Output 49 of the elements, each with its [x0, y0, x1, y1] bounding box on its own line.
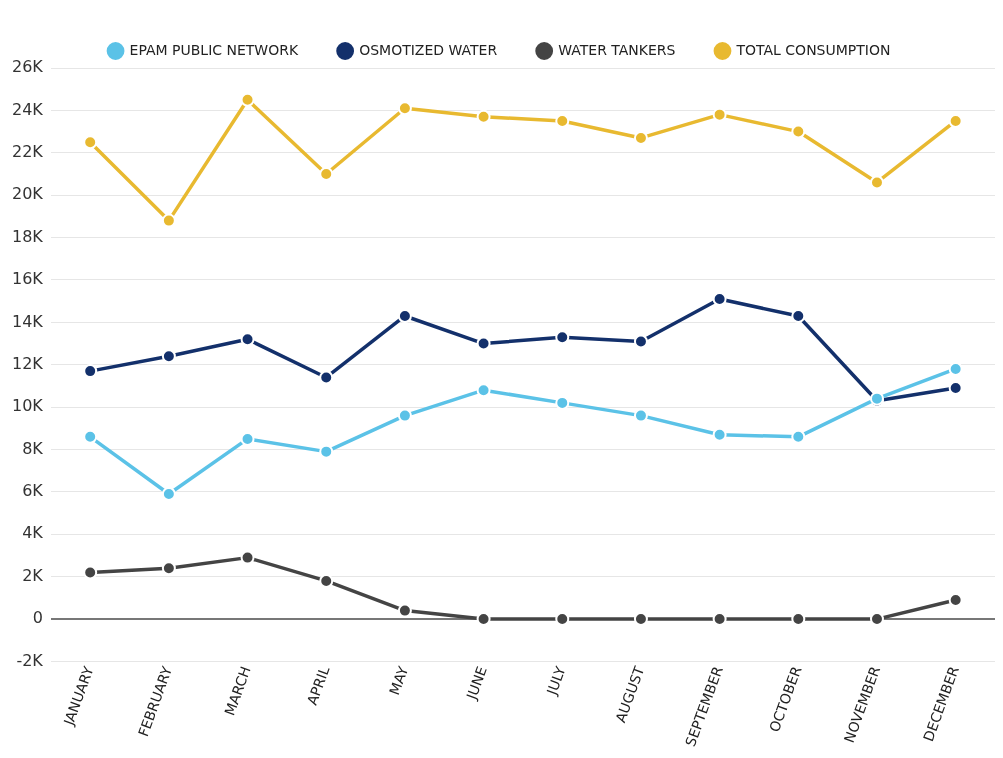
y-tick-label: 20K: [11, 184, 44, 204]
y-tick-label: 2K: [22, 565, 44, 585]
y-tick-label: 10K: [11, 396, 44, 416]
point: [240, 92, 255, 107]
y-tick-label: 4K: [22, 523, 44, 543]
y-tick-label: 12K: [11, 353, 44, 373]
point: [397, 408, 412, 423]
point: [83, 429, 98, 444]
x-tick-label: APRIL: [303, 663, 333, 707]
legend-label: EPAM PUBLIC NETWORK: [129, 41, 299, 58]
point: [240, 332, 255, 347]
y-tick-label: 6K: [22, 481, 44, 501]
point: [240, 550, 255, 565]
point: [161, 561, 176, 576]
point: [397, 603, 412, 618]
y-tick-label: 26K: [11, 57, 44, 77]
x-tick-label: JUNE: [462, 664, 490, 703]
point: [476, 383, 491, 398]
y-tick-label: 24K: [11, 99, 44, 119]
y-tick-label: 22K: [11, 141, 44, 161]
point: [476, 336, 491, 351]
point: [712, 427, 727, 442]
legend-label: TOTAL CONSUMPTION: [735, 41, 891, 58]
legend-label: OSMOTIZED WATER: [359, 41, 498, 58]
point: [161, 349, 176, 364]
y-tick-label: 8K: [22, 438, 44, 458]
y-tick-label: 18K: [11, 226, 44, 246]
y-tick-label: -2K: [16, 650, 44, 670]
point: [83, 565, 98, 580]
point: [83, 135, 98, 150]
point: [712, 107, 727, 122]
y-tick-label: 14K: [11, 311, 44, 331]
point: [791, 429, 806, 444]
legend-label: WATER TANKERS: [558, 41, 676, 58]
point: [476, 109, 491, 124]
point: [161, 213, 176, 228]
point: [869, 175, 884, 190]
point: [319, 444, 334, 459]
point: [791, 124, 806, 139]
point: [633, 408, 648, 423]
point: [555, 330, 570, 345]
y-tick-label: 16K: [11, 269, 44, 289]
y-tick-label: 0: [32, 608, 43, 628]
point: [397, 101, 412, 116]
x-tick-label: MAY: [386, 663, 412, 697]
point: [633, 334, 648, 349]
point: [319, 370, 334, 385]
point: [319, 166, 334, 181]
x-tick-label: JULY: [543, 663, 569, 698]
